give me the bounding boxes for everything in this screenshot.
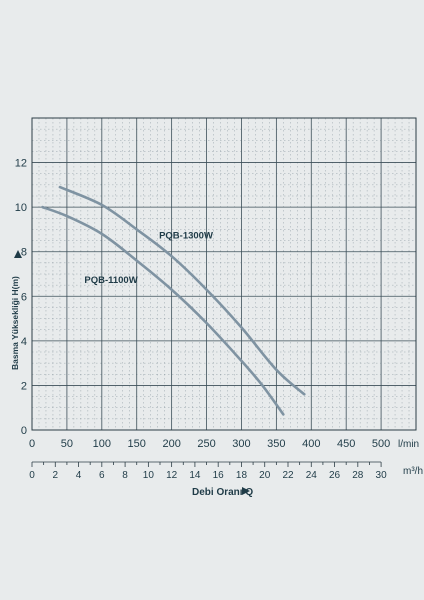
y-tick-label: 4	[21, 336, 27, 348]
secondary-x-tick-label: 20	[259, 470, 271, 481]
secondary-x-tick-label: 18	[236, 470, 248, 481]
secondary-x-axis: 0 2 4 6 8 10 12 14 16 18 20 22 24 26 28 30	[29, 461, 388, 481]
minor-gridlines	[32, 118, 416, 430]
y-axis-label: Basma Yüksekliği H(m)	[10, 276, 20, 370]
curve-label: PQB-1300W	[159, 230, 213, 241]
y-axis-ticks: 0 2 4 6 8 10 12	[15, 158, 27, 437]
secondary-x-tick-label: 28	[352, 470, 364, 481]
y-tick-label: 8	[21, 247, 27, 259]
x-axis-arrow-icon	[242, 487, 250, 495]
secondary-x-tick-label: 2	[52, 470, 58, 481]
x-tick-label: 250	[197, 438, 215, 450]
x-tick-label: 300	[232, 438, 250, 450]
secondary-x-tick-label: 0	[29, 470, 35, 481]
x-axis-unit: l/min	[398, 439, 419, 450]
x-tick-label: 150	[128, 438, 146, 450]
series-line-pqb-1300w	[58, 185, 306, 396]
secondary-x-tick-label: 30	[376, 470, 388, 481]
secondary-x-tick-label: 10	[143, 470, 155, 481]
x-axis-ticks: 0 50 100 150 200 250 300 350 400 450 500	[29, 438, 390, 450]
y-tick-label: 6	[21, 291, 27, 303]
x-tick-label: 200	[162, 438, 180, 450]
x-tick-label: 100	[93, 438, 111, 450]
x-axis-label: Debi Oranı Q	[192, 487, 253, 498]
x-tick-label: 400	[302, 438, 320, 450]
secondary-x-tick-label: 26	[329, 470, 341, 481]
secondary-x-tick-label: 24	[306, 470, 318, 481]
series-line-pqb-1100w	[41, 205, 285, 416]
secondary-x-tick-label: 6	[99, 470, 105, 481]
secondary-x-tick-label: 8	[122, 470, 128, 481]
major-gridlines	[32, 118, 416, 430]
x-tick-label: 450	[337, 438, 355, 450]
y-tick-label: 0	[21, 425, 27, 437]
y-tick-label: 2	[21, 380, 27, 392]
secondary-x-tick-label: 4	[76, 470, 82, 481]
curve-annotations: PQB-1300W PQB-1100W	[84, 230, 213, 286]
x-tick-label: 50	[61, 438, 73, 450]
x-tick-label: 0	[29, 438, 35, 450]
secondary-x-tick-label: 22	[282, 470, 294, 481]
performance-curves	[41, 185, 306, 416]
secondary-x-axis-unit: m³/h	[403, 466, 423, 477]
secondary-x-tick-label: 14	[189, 470, 201, 481]
secondary-x-tick-label: 16	[213, 470, 225, 481]
x-tick-label: 350	[267, 438, 285, 450]
y-tick-label: 12	[15, 158, 27, 170]
x-tick-label: 500	[372, 438, 390, 450]
y-tick-label: 10	[15, 202, 27, 214]
plot-frame	[31, 117, 417, 431]
curve-label: PQB-1100W	[84, 275, 137, 286]
secondary-x-tick-label: 12	[166, 470, 178, 481]
y-axis-arrow-icon	[14, 250, 22, 258]
